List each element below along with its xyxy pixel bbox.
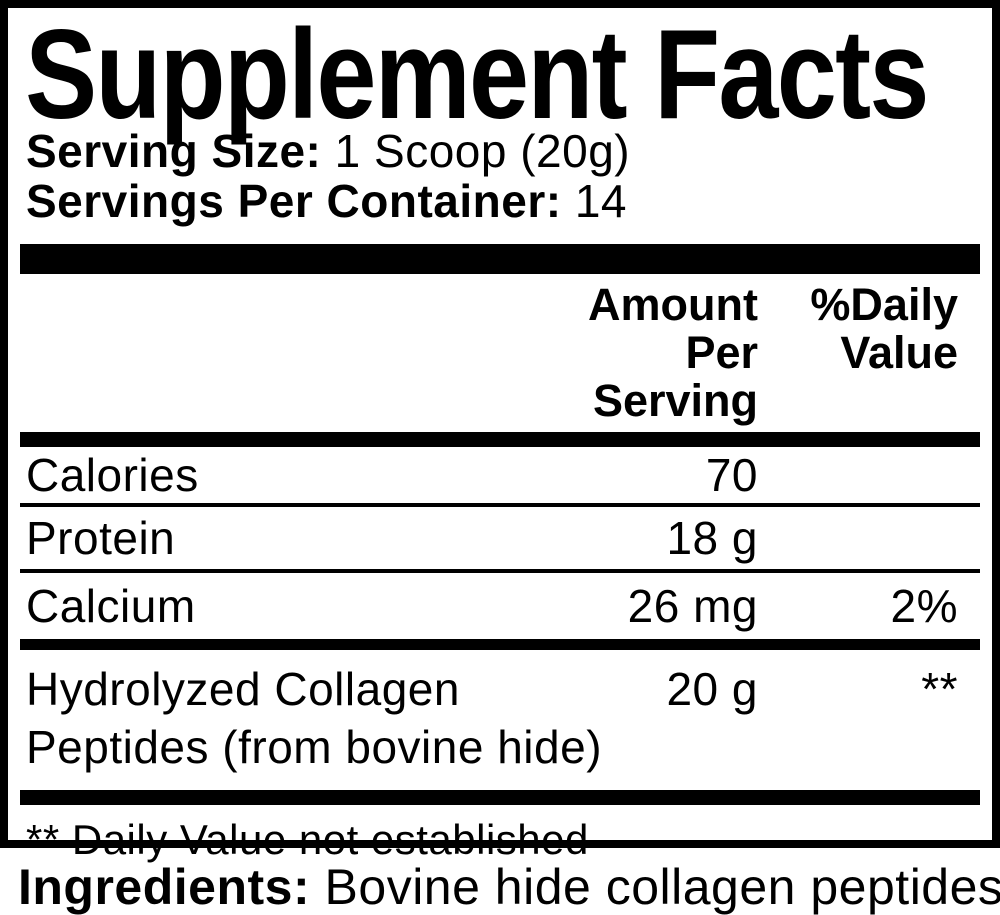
nutrient-name-line2: Peptides (from bovine hide) <box>26 721 603 773</box>
nutrient-dv <box>770 450 980 500</box>
nutrient-name: Protein <box>26 512 176 564</box>
nutrient-name: Calories <box>26 449 199 501</box>
header-dv-line2: Value <box>840 327 958 378</box>
separator-bar-medium <box>20 432 980 447</box>
nutrient-amount: 20 g <box>666 663 758 715</box>
panel-title-text: Supplement Facts <box>25 3 929 145</box>
nutrient-amount: 18 g <box>666 512 758 564</box>
row-calories: Calories 70 <box>20 447 980 503</box>
servings-per-container-value: 14 <box>561 175 627 227</box>
row-hydrolyzed-collagen: Hydrolyzed Collagen 20 g ** Peptides (fr… <box>20 650 980 776</box>
ingredients-value: Bovine hide collagen peptides. <box>310 859 1000 915</box>
nutrient-name: Hydrolyzed Collagen <box>26 663 460 715</box>
servings-per-container-label: Servings Per Container: <box>26 175 562 227</box>
row-hydrolyzed-line1: Hydrolyzed Collagen 20 g ** <box>20 660 980 718</box>
nutrient-amount: 70 <box>705 449 758 501</box>
row-divider <box>20 503 980 507</box>
row-protein: Protein 18 g <box>20 507 980 569</box>
separator-bar-medium <box>20 790 980 805</box>
ingredients-line: Ingredients: Bovine hide collagen peptid… <box>0 862 1000 912</box>
header-percent-daily-value: %Daily Value <box>770 281 980 425</box>
header-dv-line1: %Daily <box>810 279 958 330</box>
row-divider <box>20 569 980 573</box>
nutrient-dv <box>770 513 980 563</box>
panel-title: Supplement Facts <box>20 3 980 145</box>
nutrient-name: Calcium <box>26 580 196 632</box>
header-amount-per-serving: Amount Per Serving <box>538 281 770 425</box>
header-amount-line1: Amount Per <box>588 279 758 378</box>
serving-size-line: Serving Size: 1 Scoop (20g) <box>20 126 980 176</box>
nutrient-dv-asterisks: ** <box>921 663 958 715</box>
row-calcium: Calcium 26 mg 2% <box>20 573 980 639</box>
nutrient-amount: 26 mg <box>627 580 758 632</box>
serving-size-value: 1 Scoop (20g) <box>321 125 631 177</box>
serving-size-label: Serving Size: <box>26 125 322 177</box>
column-header-row: Amount Per Serving %Daily Value <box>20 274 980 432</box>
header-name-spacer <box>20 281 538 425</box>
separator-bar-thick <box>20 244 980 274</box>
nutrient-dv: 2% <box>890 580 958 632</box>
supplement-facts-panel: Supplement Facts Serving Size: 1 Scoop (… <box>0 0 1000 863</box>
daily-value-footnote: ** Daily Value not established <box>26 816 589 863</box>
header-amount-line2: Serving <box>592 375 758 426</box>
separator-bar-small <box>20 639 980 650</box>
servings-per-container-line: Servings Per Container: 14 <box>20 176 980 226</box>
ingredients-label: Ingredients: <box>18 859 311 915</box>
